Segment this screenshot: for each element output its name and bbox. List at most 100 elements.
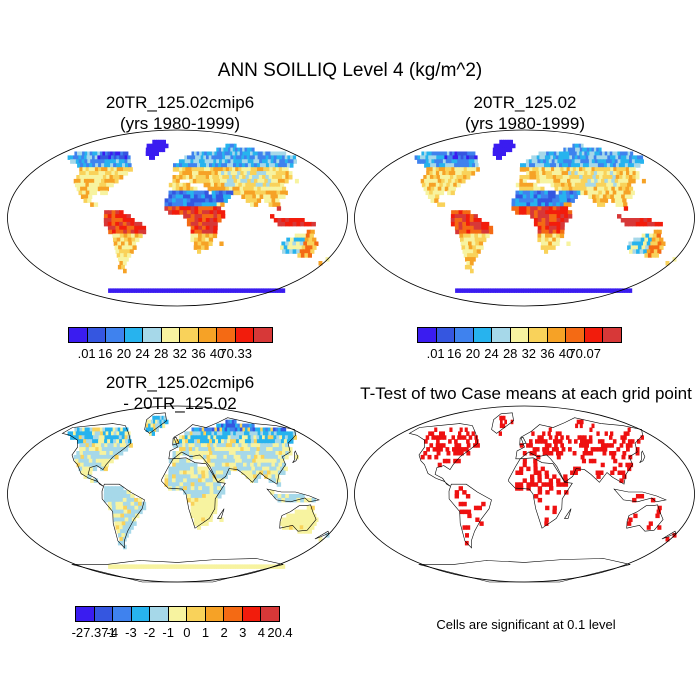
grid-cell — [272, 427, 276, 432]
grid-cell — [278, 451, 283, 456]
grid-cell — [450, 221, 456, 227]
grid-cell — [556, 225, 561, 231]
grid-cell — [544, 163, 548, 168]
grid-cell — [141, 501, 147, 507]
grid-cell — [530, 474, 535, 479]
grid-cell — [164, 564, 168, 569]
grid-cell — [519, 470, 524, 475]
grid-cell — [441, 431, 445, 436]
grid-cell — [469, 214, 475, 219]
grid-cell — [265, 163, 270, 168]
grid-cell — [265, 451, 270, 456]
colorbar-swatch — [242, 607, 262, 621]
grid-cell — [119, 288, 123, 293]
grid-cell — [619, 202, 624, 207]
land-cells — [67, 139, 330, 293]
grid-cell — [253, 435, 257, 440]
grid-cell — [259, 194, 264, 199]
grid-cell — [530, 202, 535, 207]
grid-cell — [274, 163, 279, 168]
grid-cell — [127, 435, 131, 440]
grid-cell — [101, 443, 105, 448]
grid-cell — [225, 419, 229, 425]
grid-cell — [599, 175, 603, 180]
grid-cell — [283, 521, 288, 526]
grid-cell — [168, 466, 173, 472]
grid-cell — [542, 431, 546, 436]
grid-cell — [288, 451, 293, 456]
grid-cell — [172, 198, 177, 203]
grid-cell — [179, 439, 183, 444]
grid-cell — [596, 155, 600, 160]
grid-cell — [594, 163, 599, 168]
grid-cell — [193, 521, 198, 526]
grid-cell — [197, 237, 203, 243]
grid-cell — [211, 171, 216, 176]
grid-cell — [468, 264, 472, 270]
grid-cell — [224, 458, 229, 464]
grid-cell — [451, 163, 455, 168]
grid-cell — [191, 167, 196, 172]
grid-cell — [462, 229, 467, 235]
grid-cell — [79, 167, 83, 172]
grid-cell — [290, 431, 294, 436]
grid-cell — [202, 490, 207, 495]
grid-cell — [116, 233, 121, 239]
grid-cell — [138, 233, 143, 239]
grid-cell — [548, 229, 554, 235]
grid-cell — [464, 241, 469, 246]
significance-note: Cells are significant at 0.1 level — [436, 617, 616, 632]
grid-cell — [171, 564, 175, 569]
grid-cell — [477, 221, 482, 227]
grid-cell — [246, 155, 250, 160]
grid-cell — [197, 163, 201, 168]
grid-cell — [247, 178, 252, 184]
grid-cell — [73, 431, 77, 436]
grid-cell — [622, 175, 627, 180]
grid-cell — [296, 494, 301, 499]
grid-cell — [603, 198, 609, 203]
grid-cell — [276, 190, 281, 196]
grid-cell — [247, 167, 252, 172]
grid-cell — [230, 171, 235, 176]
grid-cell — [209, 233, 214, 239]
grid-cell — [550, 155, 554, 160]
grid-cell — [202, 175, 207, 180]
grid-cell — [439, 182, 444, 188]
grid-cell — [472, 151, 476, 156]
grid-cell — [82, 427, 86, 432]
grid-cell — [168, 198, 173, 203]
grid-cell — [628, 178, 633, 184]
grid-cell — [588, 435, 593, 440]
grid-cell — [601, 190, 607, 196]
grid-cell — [238, 439, 243, 444]
grid-cell — [461, 178, 466, 184]
grid-cell — [213, 482, 218, 487]
grid-cell — [234, 427, 238, 432]
grid-cell — [580, 159, 584, 164]
grid-cell — [273, 494, 279, 499]
panel1-title: 20TR_125.02cmip6 (yrs 1980-1999) — [60, 92, 300, 134]
grid-cell — [265, 175, 270, 180]
grid-cell — [186, 182, 191, 188]
grid-cell — [484, 221, 490, 227]
grid-cell — [190, 190, 195, 196]
grid-cell — [120, 253, 125, 258]
grid-cell — [259, 159, 263, 164]
grid-cell — [539, 288, 543, 293]
grid-cell — [185, 439, 189, 444]
grid-cell — [504, 419, 507, 425]
grid-cell — [119, 233, 125, 239]
grid-cell — [560, 206, 565, 211]
grid-cell — [89, 190, 94, 196]
grid-cell — [582, 167, 586, 172]
grid-cell — [551, 447, 556, 452]
grid-cell — [186, 458, 191, 464]
grid-cell — [570, 194, 575, 199]
grid-cell — [191, 151, 195, 156]
grid-cell — [473, 214, 478, 219]
grid-cell — [151, 431, 155, 436]
grid-cell — [218, 564, 222, 569]
grid-cell — [263, 167, 267, 172]
grid-cell — [110, 163, 114, 168]
